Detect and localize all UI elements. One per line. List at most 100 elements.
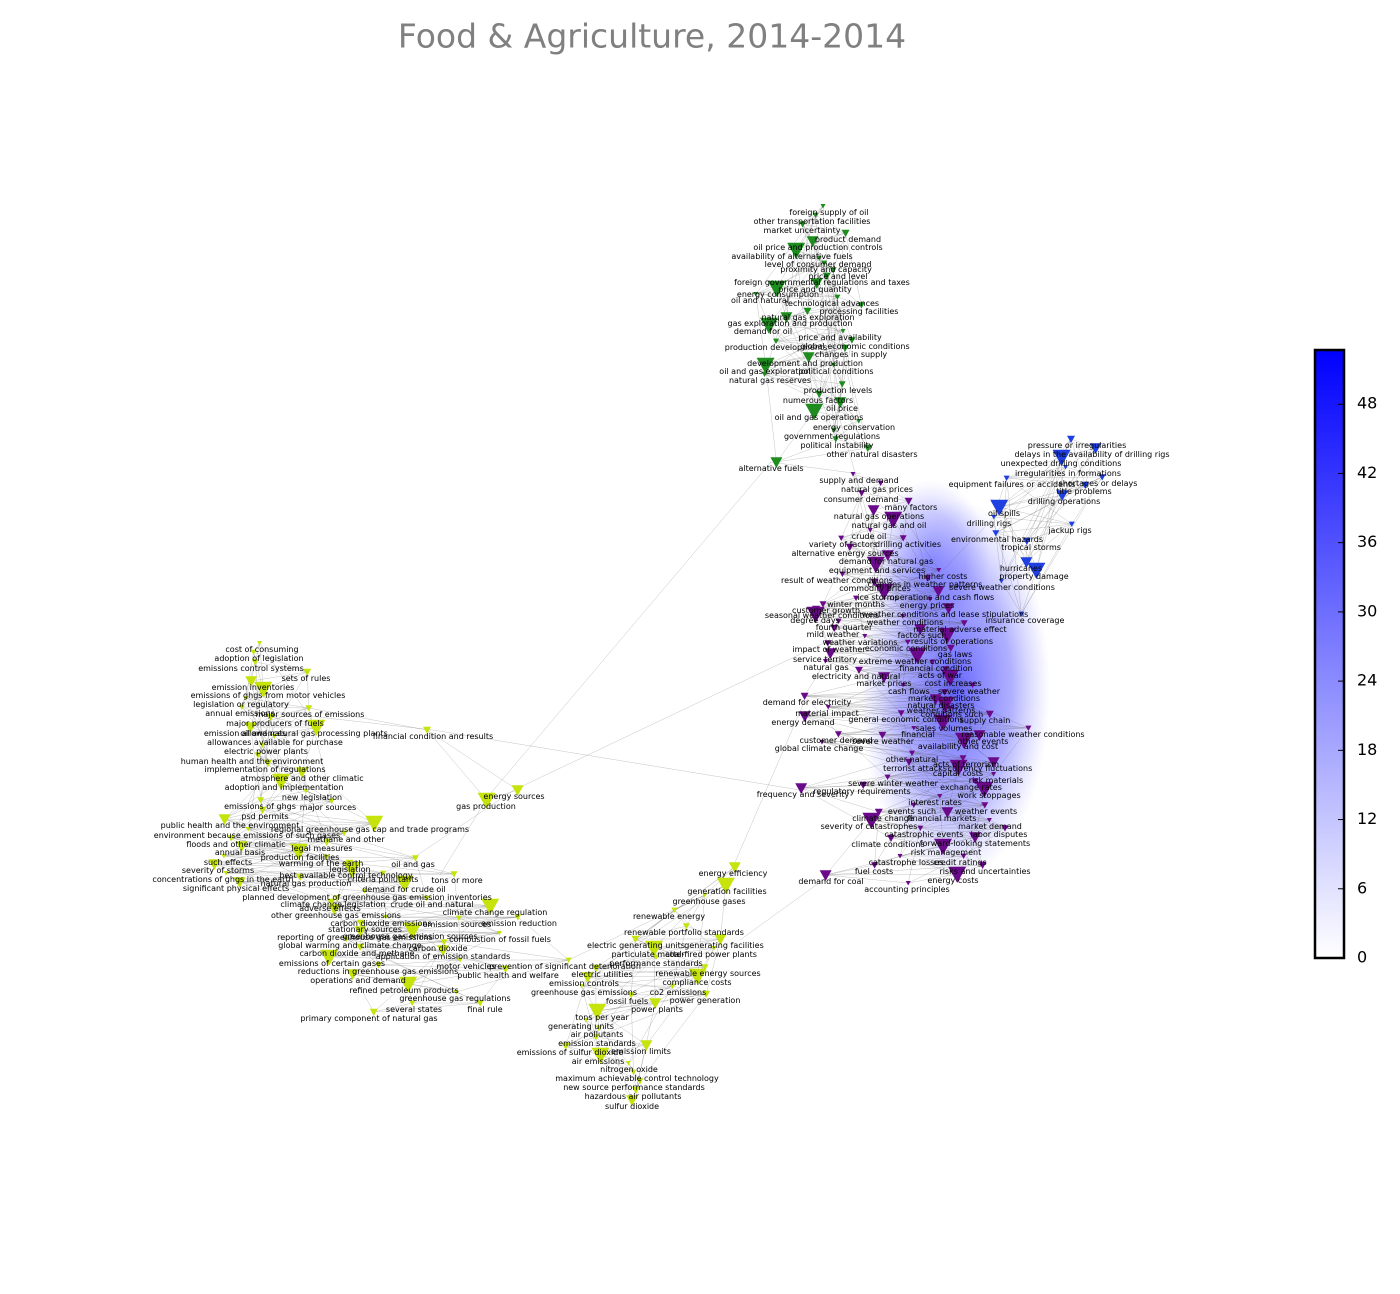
- node: [380, 870, 386, 876]
- edge: [887, 773, 994, 778]
- edge: [858, 661, 933, 671]
- edge: [326, 856, 365, 892]
- node-label: availability and cost: [918, 742, 998, 751]
- edge: [887, 554, 939, 571]
- edge: [565, 1036, 596, 1047]
- edge: [775, 339, 853, 342]
- edge: [813, 330, 844, 412]
- edge: [453, 873, 460, 919]
- node-label: economic conditions: [865, 644, 947, 653]
- node-label: result of weather conditions: [781, 576, 893, 585]
- edge: [299, 873, 455, 878]
- node: [819, 740, 825, 745]
- edge: [385, 897, 427, 918]
- node: [271, 734, 277, 739]
- edge: [600, 1044, 647, 1056]
- node: [932, 586, 945, 597]
- edge: [655, 993, 707, 1004]
- node: [625, 1061, 631, 1066]
- edge: [815, 569, 939, 615]
- edge: [426, 729, 518, 791]
- edge: [942, 819, 990, 847]
- edge: [765, 364, 841, 403]
- edge: [901, 712, 1029, 729]
- edge: [804, 676, 885, 697]
- edge: [301, 771, 328, 843]
- edge: [765, 364, 777, 463]
- edge: [863, 784, 985, 790]
- edge: [882, 727, 1029, 736]
- edge: [298, 850, 327, 858]
- node-label: such effects: [204, 858, 252, 867]
- node: [1098, 474, 1106, 481]
- node: [1022, 537, 1031, 545]
- edge: [887, 776, 940, 797]
- node: [649, 998, 662, 1009]
- edge: [587, 976, 707, 995]
- node-label: ice storms: [857, 593, 898, 602]
- edge: [822, 603, 839, 622]
- node-label: material adverse effect: [913, 625, 1006, 634]
- edge: [801, 787, 892, 839]
- node: [1052, 449, 1071, 466]
- node: [795, 783, 808, 794]
- edge: [635, 925, 687, 940]
- edge: [595, 938, 721, 969]
- edge: [840, 492, 862, 539]
- edge: [581, 985, 601, 1056]
- node: [899, 535, 907, 542]
- node-label: sales volumes: [916, 724, 973, 733]
- edge: [890, 827, 1006, 839]
- edge: [801, 766, 959, 789]
- edge: [262, 726, 317, 746]
- node: [365, 815, 384, 832]
- edge: [214, 863, 353, 870]
- edge: [841, 529, 871, 539]
- edge: [1001, 561, 1027, 582]
- edge: [328, 916, 386, 958]
- edge: [581, 975, 698, 987]
- node: [369, 1008, 378, 1016]
- node-label: cost of consuming: [225, 645, 298, 654]
- edge: [939, 795, 944, 847]
- node: [251, 659, 259, 666]
- node-label: drilling rigs: [967, 519, 1012, 528]
- edge: [942, 713, 990, 723]
- node-label: reasonable weather conditions: [961, 730, 1084, 739]
- edge: [262, 707, 309, 746]
- node: [975, 781, 994, 798]
- edge: [628, 985, 673, 1064]
- edge: [963, 827, 1006, 857]
- node: [841, 229, 850, 237]
- edge: [1001, 580, 1022, 615]
- edge: [260, 799, 345, 834]
- edge: [1065, 466, 1103, 478]
- edge: [776, 447, 868, 463]
- edge: [815, 590, 939, 610]
- edge: [887, 766, 959, 778]
- edge: [1006, 476, 1103, 479]
- edge: [308, 707, 428, 731]
- edge: [299, 876, 405, 884]
- edge: [239, 881, 361, 924]
- edge: [223, 832, 345, 857]
- edge: [828, 703, 946, 708]
- edge: [942, 721, 994, 763]
- edge: [253, 651, 308, 673]
- node-label: electric utilities: [571, 970, 632, 979]
- edge: [705, 938, 721, 995]
- edge: [565, 976, 588, 1047]
- edge: [825, 641, 908, 662]
- node-label: work stoppages: [957, 791, 1020, 800]
- node-label: many factors: [885, 503, 938, 512]
- node-label: financial: [901, 730, 935, 739]
- node: [998, 579, 1004, 584]
- edge: [587, 975, 698, 978]
- edge: [247, 744, 263, 830]
- edge: [230, 762, 269, 839]
- edge: [825, 845, 944, 876]
- node-label: degree days: [790, 616, 839, 625]
- node: [245, 827, 251, 832]
- node: [803, 307, 812, 315]
- node: [955, 732, 973, 749]
